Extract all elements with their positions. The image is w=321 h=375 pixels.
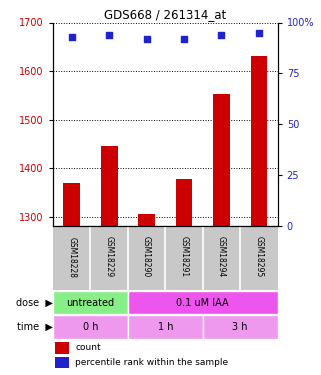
Bar: [250, 57, 267, 226]
Text: GSM18229: GSM18229: [105, 237, 114, 278]
Text: 0 h: 0 h: [83, 322, 98, 332]
Bar: [213, 94, 230, 226]
Bar: [53, 315, 128, 339]
Point: [69, 34, 74, 40]
Bar: [128, 291, 278, 314]
Text: 0.1 uM IAA: 0.1 uM IAA: [177, 297, 229, 307]
Text: 3 h: 3 h: [232, 322, 248, 332]
Text: GSM18291: GSM18291: [179, 237, 188, 278]
Point: [219, 32, 224, 38]
Text: GSM18294: GSM18294: [217, 236, 226, 278]
Bar: [101, 146, 117, 226]
Text: GSM18290: GSM18290: [142, 236, 151, 278]
Title: GDS668 / 261314_at: GDS668 / 261314_at: [104, 8, 226, 21]
Text: 1 h: 1 h: [158, 322, 173, 332]
Text: dose  ▶: dose ▶: [16, 297, 53, 307]
Bar: [203, 315, 278, 339]
Point: [256, 30, 262, 36]
Point: [144, 36, 149, 42]
Point: [181, 36, 187, 42]
Bar: [128, 315, 203, 339]
Text: GSM18228: GSM18228: [67, 237, 76, 278]
Text: time  ▶: time ▶: [17, 322, 53, 332]
Bar: [55, 357, 69, 368]
Bar: [55, 342, 69, 354]
Point: [107, 32, 112, 38]
Text: count: count: [75, 344, 101, 352]
Text: GSM18295: GSM18295: [255, 236, 264, 278]
Bar: [53, 291, 128, 314]
Text: percentile rank within the sample: percentile rank within the sample: [75, 358, 229, 367]
Bar: [138, 214, 155, 226]
Bar: [176, 179, 193, 226]
Bar: [63, 183, 80, 226]
Text: untreated: untreated: [66, 297, 115, 307]
